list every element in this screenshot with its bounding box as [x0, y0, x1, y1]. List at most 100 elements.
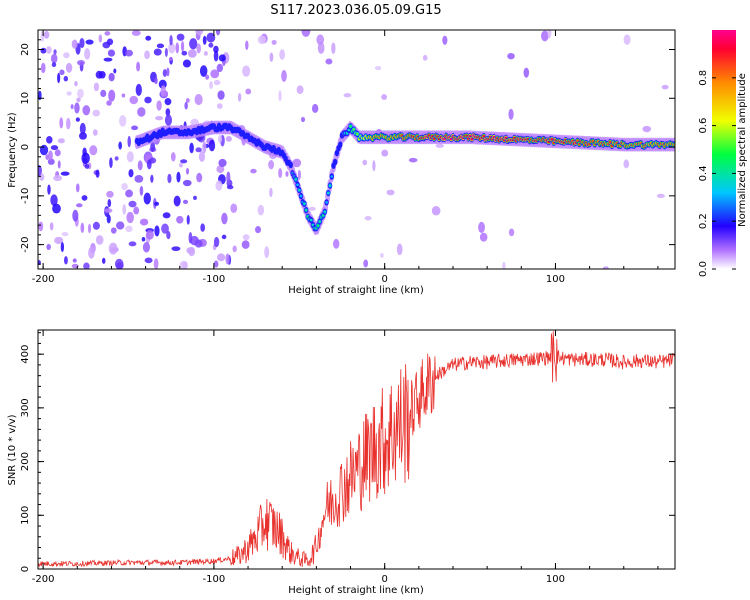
spectral-speck: [88, 246, 95, 259]
spectral-speck: [180, 41, 185, 52]
spectral-speck: [184, 101, 188, 110]
spectral-speck: [110, 227, 117, 234]
spectral-speck: [213, 79, 221, 86]
spectral-speck: [137, 160, 143, 171]
ridge-cell: [304, 208, 308, 212]
spectrogram-y-label: Frequency (Hz): [7, 112, 18, 188]
spectral-speck: [146, 159, 152, 170]
spectrogram-ridge: [134, 120, 675, 236]
spectral-speck: [194, 239, 203, 248]
spectral-speck: [226, 185, 234, 190]
spectral-speck: [57, 72, 61, 84]
ridge-cell: [334, 149, 340, 157]
spectral-speck: [89, 145, 98, 156]
spectral-speck: [102, 257, 106, 264]
spectrogram-x-axis: -200 -100 0 100: [32, 30, 659, 285]
spectral-speck: [230, 203, 238, 213]
spectral-speck: [84, 48, 91, 60]
ridge-cell: [299, 194, 303, 198]
spectral-speck: [196, 43, 201, 54]
colorbar-tick-label: 0.4: [698, 165, 709, 181]
ridge-cell: [347, 128, 351, 132]
spectral-speck: [363, 259, 369, 268]
spectral-speck: [59, 117, 64, 129]
spectral-speck: [602, 266, 609, 269]
spectral-speck: [185, 167, 190, 175]
spectral-speck: [153, 48, 162, 56]
spectral-speck: [87, 223, 92, 234]
spectral-speck: [57, 160, 61, 169]
spectral-speck: [76, 203, 83, 208]
spectral-speck: [154, 77, 158, 85]
ridge-cell: [355, 132, 359, 136]
spectral-speck: [194, 94, 203, 106]
spectral-speck: [215, 30, 221, 36]
ridge-cell: [470, 137, 474, 141]
spectral-speck: [108, 242, 118, 255]
x-tick-label: 0: [381, 574, 387, 585]
spectral-speck: [92, 129, 98, 136]
colorbar-tick-label: 0.8: [698, 70, 709, 86]
spectral-speck: [232, 245, 237, 253]
spectral-speck: [84, 163, 90, 169]
spectral-speck: [154, 225, 160, 237]
spectral-speck: [75, 117, 80, 122]
spectral-speck: [104, 31, 111, 36]
spectral-speck: [180, 159, 188, 164]
spectral-speck: [325, 58, 333, 65]
spectral-speck: [128, 241, 137, 247]
spectral-speck: [268, 160, 275, 170]
spectral-speck: [134, 175, 144, 183]
spectral-speck: [125, 225, 133, 233]
spectral-speck: [136, 61, 141, 72]
x-tick-label: -200: [32, 574, 55, 585]
spectral-speck: [217, 90, 225, 100]
spectral-speck: [331, 42, 336, 55]
spectral-speck: [208, 42, 214, 48]
spectral-speck: [63, 75, 69, 82]
spectral-speck: [216, 103, 223, 109]
spectral-speck: [507, 52, 515, 60]
spectral-speck: [245, 40, 249, 51]
spectral-speck: [137, 107, 146, 117]
spectral-speck: [133, 206, 140, 215]
spectral-speck: [281, 69, 287, 82]
spectral-speck: [54, 149, 61, 157]
spectral-speck: [189, 142, 194, 154]
colorbar-label: Normalized spectral amplitude: [737, 73, 748, 227]
spectral-speck: [144, 50, 150, 60]
spectral-speck: [308, 206, 316, 211]
ridge-cell: [328, 184, 332, 188]
spectral-speck: [225, 253, 230, 265]
snr-x-label: Height of straight line (km): [288, 585, 424, 596]
x-tick-label: 100: [546, 574, 565, 585]
spectral-speck: [217, 134, 222, 144]
spectral-speck: [541, 30, 549, 42]
spectral-speck: [182, 179, 192, 187]
spectral-speck: [176, 33, 185, 41]
spectral-speck: [195, 30, 204, 36]
colorbar: 0.0 0.2 0.4 0.6 0.8 Normalized spectral ampl…: [698, 30, 748, 277]
spectral-speck: [81, 195, 88, 201]
spectral-speck: [199, 65, 208, 77]
spectral-speck: [60, 171, 70, 176]
spectral-speck: [108, 89, 116, 102]
spectral-speck: [364, 215, 372, 221]
ridge-cell: [288, 161, 293, 169]
spectral-speck: [186, 214, 190, 225]
spectral-speck: [408, 157, 418, 163]
spectral-speck: [106, 190, 114, 198]
spectral-speck: [221, 234, 227, 240]
spectral-speck: [53, 49, 57, 55]
y-tick-label: 20: [20, 43, 31, 56]
spectral-speck: [39, 173, 45, 181]
spectral-speck: [77, 60, 85, 66]
spectral-speck: [221, 212, 228, 225]
spectral-speck: [279, 49, 286, 60]
spectral-speck: [143, 192, 151, 205]
spectral-speck: [435, 143, 444, 148]
spectral-speck: [271, 39, 277, 45]
spectral-speck: [386, 189, 395, 196]
colorbar-tick-label: 0.0: [698, 261, 709, 277]
spectral-speck: [52, 203, 61, 214]
